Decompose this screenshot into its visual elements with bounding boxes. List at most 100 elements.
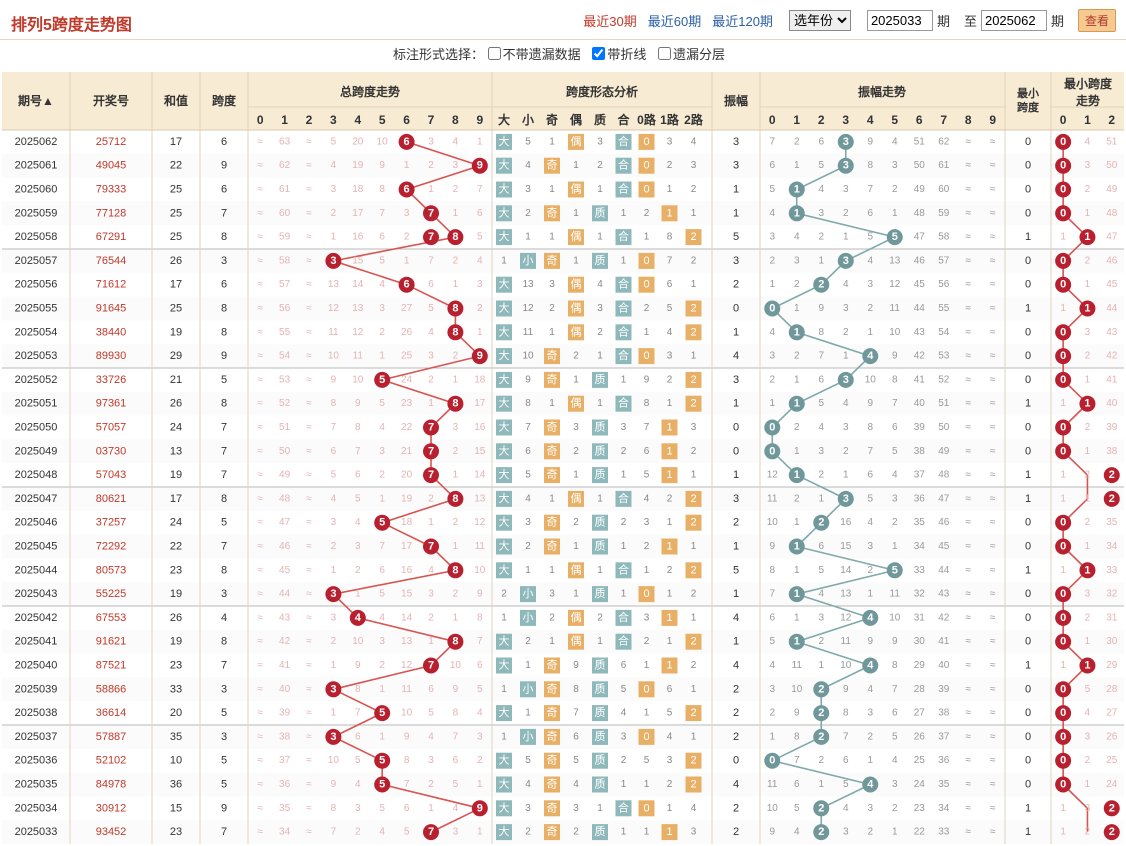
amplitude-cell: 2	[733, 707, 739, 719]
span-miss: 19	[401, 493, 413, 504]
min-span-miss: 1	[1060, 470, 1066, 481]
amp-miss: 46	[914, 255, 926, 266]
span-cell: 5	[221, 755, 227, 767]
from-period-input[interactable]	[866, 10, 933, 31]
form-badge	[592, 538, 608, 555]
span-miss: 4	[355, 517, 361, 528]
period-unit-label-2: 期	[1050, 14, 1064, 29]
amp-ball-label: 0	[769, 422, 775, 434]
min-span-miss: 2	[1085, 755, 1091, 766]
amp-ball	[886, 562, 903, 579]
number-cell: 71612	[96, 279, 127, 291]
option-no-miss-checkbox[interactable]	[487, 47, 501, 60]
amp-miss: ≈	[966, 565, 972, 576]
form-badge-label: 0	[643, 160, 649, 172]
form-miss: 3	[525, 803, 531, 814]
to-period-input[interactable]	[980, 10, 1047, 31]
amp-miss: ≈	[990, 255, 996, 266]
nav-recent-30[interactable]: 最近30期	[583, 14, 637, 29]
option-no-miss[interactable]: 不带遗漏数据	[487, 47, 581, 62]
span-miss: 4	[331, 160, 337, 171]
form-badge	[615, 133, 632, 150]
amp-ball	[837, 490, 854, 507]
query-button[interactable]: 查看	[1077, 9, 1116, 32]
min-span-miss: 43	[1106, 327, 1118, 338]
nav-recent-120[interactable]: 最近120期	[712, 14, 773, 29]
form-badge	[661, 657, 678, 674]
form-badge	[592, 824, 608, 841]
option-with-line[interactable]: 带折线	[592, 47, 646, 62]
amp-ball	[813, 681, 830, 698]
form-badge-label: 2	[690, 707, 696, 719]
form-badge-label: 奇	[547, 540, 558, 553]
form-miss: 1	[667, 636, 673, 647]
form-badge-label: 1	[666, 207, 672, 219]
form-badge	[615, 490, 632, 507]
header-form-col: 小	[522, 112, 534, 127]
span-miss: ≈	[257, 470, 263, 481]
min-span-cell: 1	[1025, 469, 1031, 481]
form-badge-label: 奇	[547, 730, 558, 743]
amp-miss: 10	[767, 517, 779, 528]
option-miss-layer-checkbox[interactable]	[657, 47, 671, 60]
amp-miss: 1	[794, 612, 800, 623]
form-miss: 2	[597, 612, 603, 623]
form-miss: 3	[691, 160, 697, 171]
span-miss: 6	[428, 684, 434, 695]
year-select[interactable]: 选年份	[788, 10, 851, 31]
form-badge	[592, 514, 608, 531]
option-miss-layer[interactable]: 遗漏分层	[657, 47, 725, 62]
option-with-line-checkbox[interactable]	[592, 47, 606, 60]
min-span-miss: 4	[1085, 708, 1091, 719]
amp-miss: 5	[892, 731, 898, 742]
min-span-cell: 1	[1025, 303, 1031, 315]
span-miss: 5	[477, 232, 483, 243]
min-span-ball-label: 0	[1060, 683, 1066, 695]
amp-ball	[788, 633, 805, 650]
form-badge	[520, 609, 536, 626]
form-badge-label: 偶	[571, 397, 582, 410]
sum-cell: 23	[170, 660, 182, 672]
issue-cell: 2025046	[15, 517, 58, 529]
span-miss: ≈	[306, 827, 312, 838]
amp-miss: 10	[865, 374, 877, 385]
amp-miss: 31	[914, 612, 926, 623]
form-badge-label: 合	[618, 277, 629, 291]
span-miss: 10	[328, 351, 340, 362]
issue-cell: 2025062	[15, 136, 58, 148]
span-miss: 18	[474, 374, 486, 385]
span-miss: 1	[331, 660, 337, 671]
amp-miss: ≈	[966, 612, 972, 623]
form-badge	[496, 181, 512, 198]
amp-miss: 8	[892, 374, 898, 385]
span-miss: 38	[279, 731, 291, 742]
amp-miss: 2	[769, 708, 775, 719]
span-miss: 1	[453, 208, 459, 219]
form-badge-label: 2	[690, 564, 696, 576]
amp-miss: 12	[767, 470, 779, 481]
form-badge	[661, 538, 678, 555]
span-miss: ≈	[306, 803, 312, 814]
header-min-span: 最小	[1017, 86, 1039, 100]
amp-miss: 9	[818, 303, 824, 314]
amplitude-cell: 3	[733, 136, 739, 148]
span-miss: 5	[355, 493, 361, 504]
form-miss: 2	[667, 779, 673, 790]
form-miss: 4	[525, 160, 531, 171]
min-span-ball-label: 1	[1084, 303, 1090, 315]
min-span-cell: 0	[1025, 755, 1031, 767]
span-miss: 24	[401, 374, 413, 385]
nav-recent-60[interactable]: 最近60期	[647, 14, 702, 29]
amp-miss: 24	[914, 779, 926, 790]
min-span-miss: 38	[1106, 446, 1118, 457]
span-cell: 9	[221, 802, 227, 814]
span-miss: ≈	[306, 160, 312, 171]
span-miss: 20	[401, 470, 413, 481]
form-badge	[568, 229, 584, 246]
header-span-digit: 0	[257, 113, 264, 127]
amp-miss: 34	[938, 803, 950, 814]
form-badge	[638, 800, 655, 817]
form-badge-label: 大	[499, 348, 510, 362]
span-miss: 54	[279, 351, 291, 362]
amp-miss: ≈	[966, 398, 972, 409]
